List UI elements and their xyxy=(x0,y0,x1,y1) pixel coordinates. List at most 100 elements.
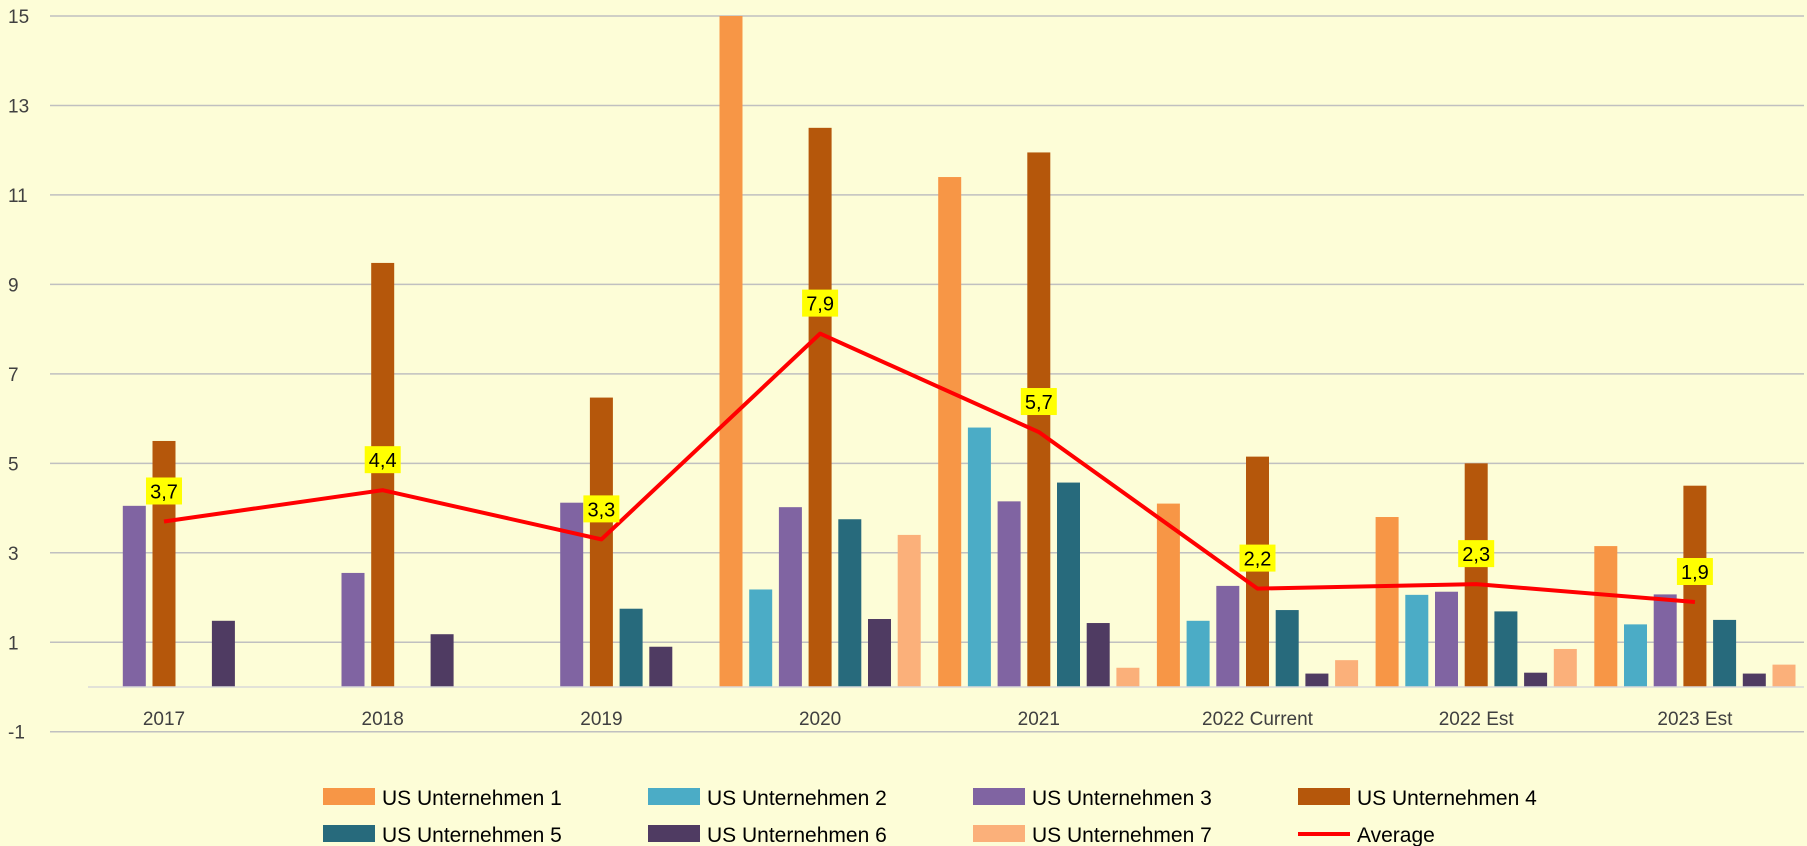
average-label-highlight xyxy=(1020,388,1057,416)
bar-7-5 xyxy=(1116,667,1140,687)
legend-item: US Unternehmen 2 xyxy=(648,787,887,810)
bar-3-3 xyxy=(560,502,584,687)
bar-5-5 xyxy=(1057,482,1080,687)
bar-2-5 xyxy=(967,427,991,687)
average-label-highlight xyxy=(583,495,620,523)
bar-6-1 xyxy=(211,620,235,687)
bar-4-7 xyxy=(1464,463,1488,687)
y-tick-label: -1 xyxy=(8,723,25,744)
x-tick-label: 2022 Est xyxy=(1439,709,1515,730)
legend-item: US Unternehmen 7 xyxy=(973,824,1212,846)
legend-label: US Unternehmen 5 xyxy=(382,824,562,846)
average-label-highlight xyxy=(146,477,182,505)
bar-5-3 xyxy=(619,608,643,687)
legend-swatch xyxy=(648,825,700,842)
bar-5-7 xyxy=(1494,611,1518,687)
legend-swatch xyxy=(973,825,1025,842)
legend-item: US Unternehmen 3 xyxy=(973,787,1212,810)
average-data-label: 1,9 xyxy=(1676,558,1713,586)
legend-swatch xyxy=(648,788,700,805)
average-data-label: 3,3 xyxy=(583,495,620,523)
legend-swatch xyxy=(323,825,375,842)
average-label-highlight xyxy=(1458,540,1495,568)
bar-4-3 xyxy=(589,397,613,687)
bar-1-8 xyxy=(1594,546,1618,687)
bar-5-6 xyxy=(1275,610,1299,687)
bar-1-5 xyxy=(938,177,962,688)
average-data-label: 5,7 xyxy=(1020,388,1057,416)
y-tick-label: 7 xyxy=(8,365,19,386)
average-data-label: 7,9 xyxy=(802,289,839,317)
average-label-text: 3,7 xyxy=(150,481,178,503)
average-label-text: 4,4 xyxy=(369,450,397,472)
bar-6-8 xyxy=(1742,673,1766,687)
bar-2-4 xyxy=(749,589,773,687)
bar-3-1 xyxy=(122,505,146,687)
bar-7-6 xyxy=(1335,660,1359,687)
bar-3-5 xyxy=(997,501,1021,687)
bars xyxy=(122,16,1796,688)
average-label-text: 2,3 xyxy=(1462,544,1490,566)
bar-2-7 xyxy=(1405,594,1429,687)
average-line: 3,7 4,4 3,3 7,9 5,7 2,2 2,3 1,9 xyxy=(146,289,1713,604)
legend-item: US Unternehmen 5 xyxy=(323,824,562,846)
average-label-highlight xyxy=(802,289,839,317)
legend-item: Average xyxy=(1298,824,1435,846)
x-tick-label: 2023 Est xyxy=(1657,709,1733,730)
x-tick-label: 2022 Current xyxy=(1202,709,1314,730)
x-tick-label: 2017 xyxy=(143,709,185,730)
y-tick-label: 1 xyxy=(8,633,19,654)
bar-7-7 xyxy=(1553,648,1577,687)
legend-label: Average xyxy=(1357,824,1435,846)
average-label-text: 3,3 xyxy=(587,499,615,521)
bar-6-3 xyxy=(649,646,673,687)
legend-label: US Unternehmen 4 xyxy=(1357,787,1537,810)
average-data-label: 2,2 xyxy=(1239,544,1276,572)
bar-7-8 xyxy=(1772,664,1796,687)
y-tick-label: 11 xyxy=(8,186,28,207)
bar-1-7 xyxy=(1375,517,1399,687)
legend-label: US Unternehmen 1 xyxy=(382,787,562,810)
bar-4-4 xyxy=(808,127,832,688)
average-label-text: 1,9 xyxy=(1681,562,1709,584)
x-tick-label: 2020 xyxy=(799,709,841,730)
x-tick-label: 2021 xyxy=(1018,709,1060,730)
average-label-highlight xyxy=(1239,544,1276,572)
bar-4-8 xyxy=(1683,485,1707,687)
bar-5-8 xyxy=(1713,619,1737,687)
bar-6-5 xyxy=(1086,623,1110,687)
bar-2-8 xyxy=(1624,624,1647,687)
bar-4-2 xyxy=(371,262,395,687)
bar-6-6 xyxy=(1305,673,1329,687)
bar-6-7 xyxy=(1524,672,1548,687)
y-tick-label: 9 xyxy=(8,275,19,296)
average-label-highlight xyxy=(364,446,401,474)
average-data-label: 3,7 xyxy=(146,477,182,505)
bar-5-4 xyxy=(838,519,862,687)
legend-swatch xyxy=(323,788,375,805)
y-tick-label: 5 xyxy=(8,454,19,475)
legend-item: US Unternehmen 1 xyxy=(323,787,562,810)
y-axis-tick-labels: 15 13 11 9 7 5 3 1 -1 xyxy=(8,7,29,744)
average-label-text: 5,7 xyxy=(1025,392,1053,414)
bar-7-4 xyxy=(897,534,921,687)
legend-swatch xyxy=(973,788,1025,805)
average-data-label: 4,4 xyxy=(364,446,401,474)
x-tick-label: 2019 xyxy=(580,709,622,730)
bar-3-4 xyxy=(778,507,802,687)
bar-3-2 xyxy=(341,572,365,687)
bar-4-5 xyxy=(1027,152,1051,688)
average-data-label: 2,3 xyxy=(1458,540,1495,568)
average-label-highlight xyxy=(1676,558,1713,586)
y-tick-label: 15 xyxy=(8,7,29,28)
legend: US Unternehmen 1 US Unternehmen 2 US Unter… xyxy=(323,787,1537,846)
legend-label: US Unternehmen 6 xyxy=(707,824,887,846)
legend-label: US Unternehmen 3 xyxy=(1032,787,1212,810)
bar-3-6 xyxy=(1216,585,1240,687)
y-tick-label: 3 xyxy=(8,544,19,565)
average-label-text: 2,2 xyxy=(1244,549,1272,571)
legend-label: US Unternehmen 7 xyxy=(1032,824,1212,846)
bar-6-4 xyxy=(868,619,891,687)
